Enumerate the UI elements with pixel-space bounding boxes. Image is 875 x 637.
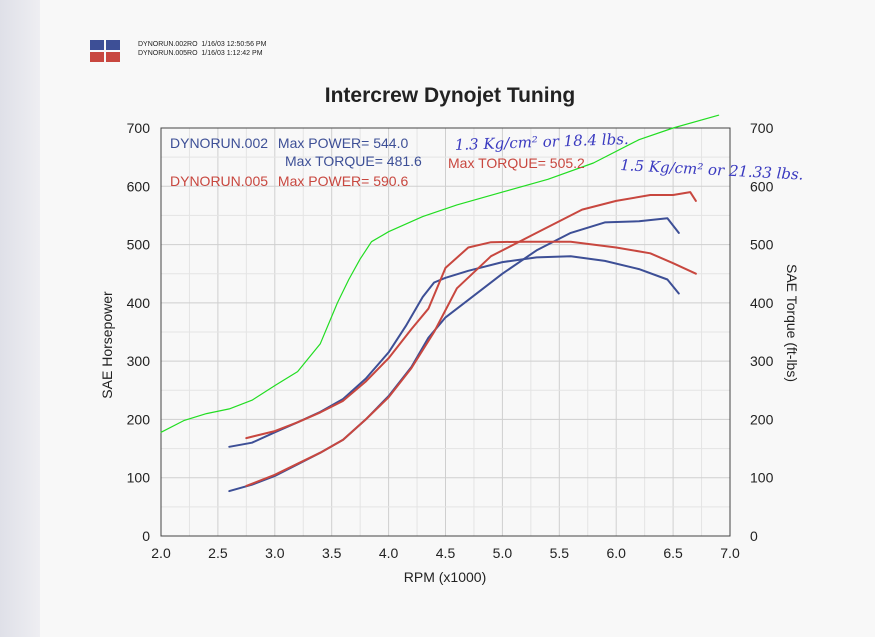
y-tick-label-right: 700 <box>750 120 774 136</box>
y-tick-label-left: 700 <box>127 120 151 136</box>
y-tick-label-right: 0 <box>750 528 758 544</box>
x-axis-label: RPM (x1000) <box>404 569 486 585</box>
x-tick-label: 2.0 <box>151 545 171 561</box>
handwritten-note-2: 1.5 Kg/cm² or 21.33 lbs. <box>620 156 804 184</box>
x-tick-label: 5.5 <box>550 545 570 561</box>
y-tick-label-left: 200 <box>127 411 151 427</box>
scan-edge <box>0 0 40 637</box>
run-date-2: 1/16/03 <box>201 50 225 57</box>
y-tick-label-left: 300 <box>127 353 151 369</box>
run-time-1: 12:50:56 PM <box>226 41 267 48</box>
x-tick-label: 4.5 <box>436 545 456 561</box>
handwritten-note-1: 1.3 Kg/cm² or 18.4 lbs. <box>455 130 629 154</box>
legend-run002-max-torque: Max TORQUE= 481.6 <box>285 153 422 169</box>
y-tick-label-right: 500 <box>750 237 774 253</box>
x-tick-label: 4.0 <box>379 545 399 561</box>
run-file-2: DYNORUN.005RO <box>138 50 198 57</box>
chart-title: Intercrew Dynojet Tuning <box>325 84 575 107</box>
legend-run005-power: DYNORUN.005 Max POWER= 590.6 <box>170 173 408 189</box>
run-time-2: 1:12:42 PM <box>226 50 263 57</box>
x-axis-ticks: 2.0 2.5 3.0 3.5 4.0 4.5 5.0 5.5 6.0 6.5 7.0 <box>151 545 740 561</box>
dynorun-002-torque-line <box>228 255 680 448</box>
y-tick-label-right: 300 <box>750 353 774 369</box>
x-tick-label: 3.0 <box>265 545 285 561</box>
hand-drawn-handwritten-line <box>160 114 720 433</box>
legend-run005-max-power: Max POWER= 590.6 <box>278 173 409 189</box>
y-tick-label-right: 100 <box>750 470 774 486</box>
y-tick-label-right: 600 <box>750 178 774 194</box>
y-tick-label-left: 600 <box>127 178 151 194</box>
legend-run005-max-torque: Max TORQUE= 505.2 <box>448 155 585 171</box>
y-tick-label-left: 400 <box>127 295 151 311</box>
y-axis-right-ticks: 0 100 200 300 400 500 600 700 <box>750 120 774 544</box>
dynojet-logo <box>90 40 120 62</box>
legend-run002-power: DYNORUN.002 Max POWER= 544.0 <box>170 135 408 151</box>
legend-run005-title: DYNORUN.005 <box>170 173 268 189</box>
dynorun-005-torque-line <box>245 240 697 440</box>
x-tick-label: 6.5 <box>663 545 683 561</box>
x-tick-label: 3.5 <box>322 545 342 561</box>
y-tick-label-left: 100 <box>127 470 151 486</box>
x-tick-label: 2.5 <box>208 545 228 561</box>
run-file-1: DYNORUN.002RO <box>138 41 198 48</box>
legend-run002-max-power: Max POWER= 544.0 <box>278 135 409 151</box>
y-axis-right-label: SAE Torque (ft-lbs) <box>784 264 800 382</box>
y-tick-label-left: 0 <box>142 528 150 544</box>
run-date-1: 1/16/03 <box>201 41 225 48</box>
x-tick-label: 7.0 <box>720 545 740 561</box>
dynorun-005-power-line <box>245 191 697 487</box>
x-tick-label: 5.0 <box>493 545 513 561</box>
run-file-info-1: DYNORUN.002RO 1/16/03 12:50:56 PM <box>138 40 266 49</box>
plot-area-frame <box>160 127 731 537</box>
paper-sheet <box>40 0 875 637</box>
run-file-info-2: DYNORUN.005RO 1/16/03 1:12:42 PM <box>138 49 263 58</box>
y-axis-left-label: SAE Horsepower <box>99 291 115 399</box>
chart-series <box>160 114 720 493</box>
y-axis-left-ticks: 0 100 200 300 400 500 600 700 <box>127 120 151 544</box>
y-tick-label-right: 400 <box>750 295 774 311</box>
x-tick-label: 6.0 <box>606 545 626 561</box>
y-tick-label-left: 500 <box>127 237 151 253</box>
chart-grid <box>160 127 731 537</box>
y-tick-label-right: 200 <box>750 411 774 427</box>
legend-run002-title: DYNORUN.002 <box>170 135 268 151</box>
